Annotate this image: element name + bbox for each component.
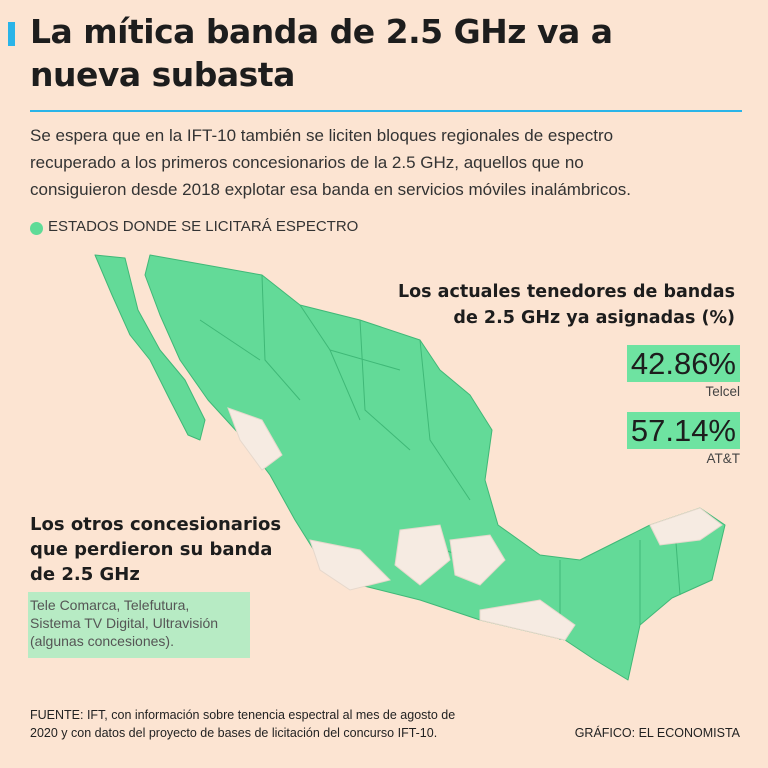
map-region [309, 539, 391, 591]
source-line: FUENTE: IFT, con información sobre tenen… [30, 708, 456, 722]
title-line: La mítica banda de 2.5 GHz va a [30, 12, 613, 51]
others-text-line: (algunas concesiones). [30, 633, 174, 649]
title-line: nueva subasta [30, 55, 295, 94]
accent-bar [8, 22, 15, 46]
description-line: consiguieron desde 2018 explotar esa ban… [30, 180, 632, 199]
holders-title-line: de 2.5 GHz ya asignadas (%) [453, 308, 735, 328]
holders-title-line: Los actuales tenedores de bandas [397, 282, 735, 302]
map-region [649, 507, 723, 546]
description-line: Se espera que en la IFT-10 también se li… [30, 126, 614, 145]
others-box [28, 592, 250, 658]
others-text-line: Sistema TV Digital, Ultravisión [30, 615, 219, 631]
legend-label: ESTADOS DONDE SE LICITARÁ ESPECTRO [48, 218, 359, 235]
map-region [394, 524, 451, 586]
others-title-line: de 2.5 GHz [30, 564, 140, 585]
map-region [449, 534, 506, 586]
others-text-line: Tele Comarca, Telefutura, [30, 597, 190, 613]
holder-name: AT&T [706, 451, 741, 466]
holder-value: 57.14% [626, 412, 740, 449]
credit: GRÁFICO: EL ECONOMISTA [574, 726, 740, 740]
divider [30, 110, 742, 112]
holder-value: 42.86% [626, 345, 740, 382]
source-line: 2020 y con datos del proyecto de bases d… [30, 726, 438, 740]
others-title-line: Los otros concesionarios [30, 514, 282, 535]
description-line: recuperado a los primeros concesionarios… [30, 153, 584, 172]
map-region [227, 407, 283, 471]
map [94, 254, 726, 681]
legend-dot [30, 222, 43, 235]
map-region [479, 599, 576, 641]
holder-name: Telcel [705, 384, 740, 399]
others-title-line: que perdieron su banda [30, 539, 273, 560]
map-baja [94, 254, 206, 441]
